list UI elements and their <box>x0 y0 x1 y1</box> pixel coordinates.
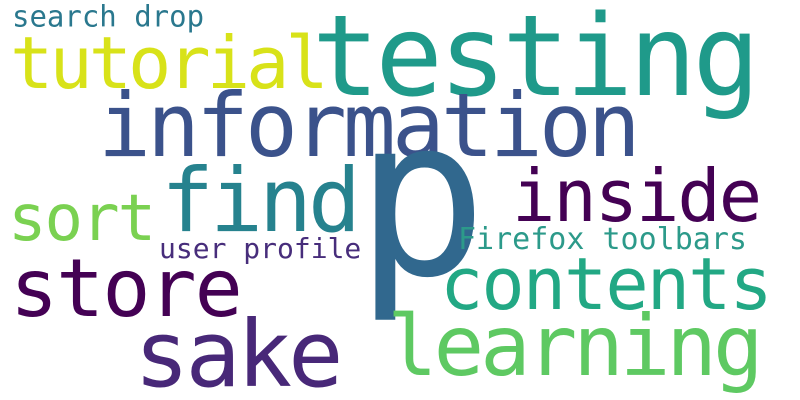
word-p: p <box>355 70 488 326</box>
word-firefox-toolbars: Firefox toolbars <box>458 222 747 257</box>
word-tutorial: tutorial <box>10 21 329 105</box>
word-learning: learning <box>387 297 764 395</box>
word-search-drop: search drop <box>12 0 205 34</box>
word-contents: contents <box>440 242 773 326</box>
word-find: find <box>161 149 361 252</box>
word-testing: testing <box>312 0 760 122</box>
word-user-profile: user profile <box>159 232 362 265</box>
word-sake: sake <box>134 301 344 400</box>
word-sort: sort <box>8 182 156 256</box>
word-information: information <box>98 74 641 177</box>
word-store: store <box>10 242 243 335</box>
word-inside: inside <box>512 154 762 238</box>
